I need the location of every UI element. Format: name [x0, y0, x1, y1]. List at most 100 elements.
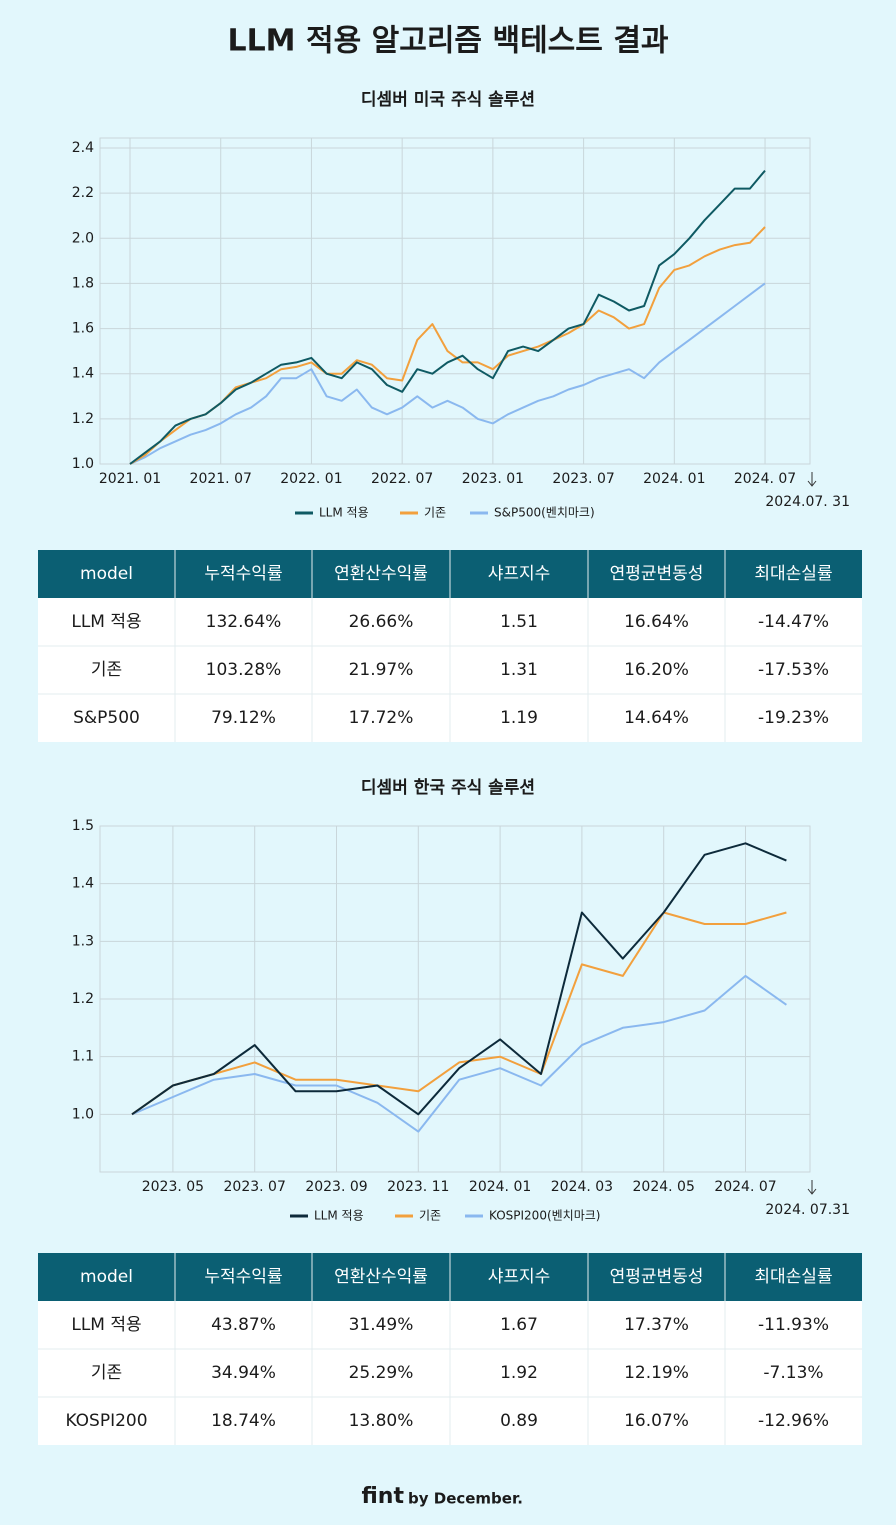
- table-cell: 34.94%: [211, 1363, 276, 1383]
- column-header: 샤프지수: [488, 564, 551, 584]
- table-cell: 17.72%: [349, 708, 414, 728]
- table-cell: 1.51: [500, 612, 538, 632]
- y-tick-label: 1.4: [72, 366, 94, 382]
- column-header: 누적수익률: [204, 564, 282, 584]
- table-cell: 13.80%: [349, 1411, 414, 1431]
- x-tick-label: 2023. 09: [305, 1179, 367, 1195]
- y-tick-label: 1.2: [72, 411, 94, 427]
- column-header: 연평균변동성: [610, 1267, 704, 1287]
- column-header: 최대손실률: [754, 1267, 832, 1287]
- legend-label: 기존: [424, 506, 446, 520]
- legend-label: KOSPI200(벤치마크): [489, 1209, 600, 1223]
- table-cell: 17.37%: [624, 1315, 689, 1335]
- y-tick-label: 1.1: [72, 1049, 94, 1065]
- y-tick-label: 2.4: [72, 140, 94, 156]
- page-title: LLM 적용 알고리즘 백테스트 결과: [227, 24, 668, 59]
- table-cell: LLM 적용: [71, 612, 141, 632]
- table-cell: 25.29%: [349, 1363, 414, 1383]
- footer-brand: fint: [362, 1484, 405, 1509]
- table-cell: 12.19%: [624, 1363, 689, 1383]
- series-line: [129, 282, 766, 465]
- legend-label: LLM 적용: [319, 506, 369, 520]
- table-cell: 26.66%: [349, 612, 414, 632]
- x-tick-label: 2024. 01: [469, 1179, 531, 1195]
- series-line: [129, 169, 766, 465]
- x-tick-label: 2024. 05: [633, 1179, 695, 1195]
- table-cell: S&P500: [73, 708, 140, 728]
- chart-title: 디셈버 미국 주식 솔루션: [361, 90, 535, 110]
- column-header: 최대손실률: [754, 564, 832, 584]
- y-tick-label: 2.2: [72, 185, 94, 201]
- x-tick-label: 2023. 05: [142, 1179, 204, 1195]
- x-tick-label: 2023. 11: [387, 1179, 449, 1195]
- y-tick-label: 1.2: [72, 991, 94, 1007]
- column-header: model: [80, 1267, 133, 1287]
- table-cell: 1.19: [500, 708, 538, 728]
- legend-label: S&P500(벤치마크): [494, 506, 595, 520]
- series-line: [129, 226, 766, 465]
- table-cell: 16.20%: [624, 660, 689, 680]
- x-tick-label: 2023. 07: [224, 1179, 286, 1195]
- x-tick-label: 2023. 07: [552, 471, 614, 487]
- series-line: [131, 842, 787, 1116]
- column-header: 연환산수익률: [334, 1267, 428, 1287]
- table-cell: 79.12%: [211, 708, 276, 728]
- table-cell: KOSPI200: [65, 1411, 147, 1431]
- table-cell: 0.89: [500, 1411, 538, 1431]
- table-cell: 31.49%: [349, 1315, 414, 1335]
- series-line: [131, 911, 787, 1116]
- x-tick-label: 2023. 01: [462, 471, 524, 487]
- y-tick-label: 1.6: [72, 321, 94, 337]
- x-tick-label: 2022. 07: [371, 471, 433, 487]
- table-cell: 21.97%: [349, 660, 414, 680]
- column-header: 연환산수익률: [334, 564, 428, 584]
- y-tick-label: 1.3: [72, 933, 94, 949]
- column-header: 누적수익률: [204, 1267, 282, 1287]
- y-tick-label: 2.0: [72, 230, 94, 246]
- table-cell: 14.64%: [624, 708, 689, 728]
- table-cell: LLM 적용: [71, 1315, 141, 1335]
- y-tick-label: 1.0: [72, 1106, 94, 1122]
- table-cell: 기존: [91, 660, 122, 680]
- table-cell: 16.07%: [624, 1411, 689, 1431]
- footer-tagline: by December.: [408, 1490, 523, 1508]
- column-header: model: [80, 564, 133, 584]
- x-tick-label: 2024. 03: [551, 1179, 613, 1195]
- table-cell: -7.13%: [763, 1363, 823, 1383]
- table-cell: -12.96%: [758, 1411, 829, 1431]
- column-header: 연평균변동성: [610, 564, 704, 584]
- x-tick-label: 2021. 07: [190, 471, 252, 487]
- end-label: 2024. 07.31: [765, 1202, 850, 1218]
- table-cell: 1.92: [500, 1363, 538, 1383]
- legend-label: 기존: [419, 1209, 441, 1223]
- table-cell: -17.53%: [758, 660, 829, 680]
- table-cell: -19.23%: [758, 708, 829, 728]
- table-cell: 16.64%: [624, 612, 689, 632]
- x-tick-label: 2022. 01: [280, 471, 342, 487]
- x-tick-label: 2021. 01: [99, 471, 161, 487]
- chart-title: 디셈버 한국 주식 솔루션: [361, 778, 535, 798]
- column-header: 샤프지수: [488, 1267, 551, 1287]
- x-tick-label: 2024. 01: [643, 471, 705, 487]
- table-cell: 18.74%: [211, 1411, 276, 1431]
- end-label: 2024.07. 31: [765, 494, 850, 510]
- y-tick-label: 1.0: [72, 456, 94, 472]
- table-cell: 기존: [91, 1363, 122, 1383]
- table-cell: 132.64%: [206, 612, 282, 632]
- end-arrow: [807, 1180, 817, 1195]
- end-arrow: [807, 472, 817, 487]
- table-cell: 103.28%: [206, 660, 282, 680]
- table-cell: 43.87%: [211, 1315, 276, 1335]
- table-cell: 1.31: [500, 660, 538, 680]
- table-cell: -14.47%: [758, 612, 829, 632]
- x-tick-label: 2024. 07: [734, 471, 796, 487]
- x-tick-label: 2024. 07: [714, 1179, 776, 1195]
- table-cell: 1.67: [500, 1315, 538, 1335]
- y-tick-label: 1.8: [72, 275, 94, 291]
- table-cell: -11.93%: [758, 1315, 829, 1335]
- legend-label: LLM 적용: [314, 1209, 364, 1223]
- y-tick-label: 1.5: [72, 818, 94, 834]
- series-line: [131, 974, 787, 1133]
- y-tick-label: 1.4: [72, 876, 94, 892]
